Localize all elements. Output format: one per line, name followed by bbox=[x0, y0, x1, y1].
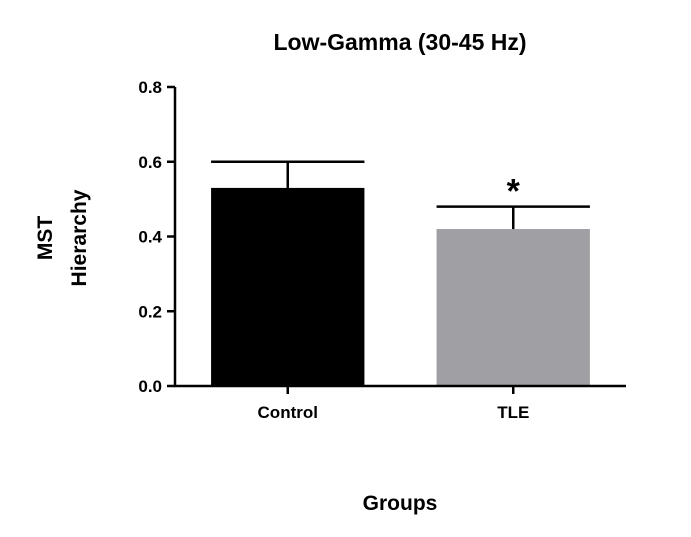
y-axis-title-line-1: MST bbox=[34, 216, 57, 261]
x-tick-label-control: Control bbox=[258, 403, 318, 422]
axes-layer bbox=[167, 85, 626, 394]
y-axis-title-line-2: Hierarchy bbox=[68, 189, 91, 286]
y-tick-label-0.0: 0.0 bbox=[138, 377, 162, 396]
labels-layer: Control TLE * 0.0 0.2 0.4 0.6 0.8 bbox=[138, 78, 529, 422]
y-tick-label-0.6: 0.6 bbox=[138, 153, 162, 172]
x-axis-title: Groups bbox=[363, 492, 438, 515]
bar-control bbox=[211, 187, 365, 386]
y-tick-label-0.8: 0.8 bbox=[138, 78, 162, 97]
y-tick-label-0.2: 0.2 bbox=[138, 302, 162, 321]
bars-layer bbox=[211, 187, 590, 386]
x-tick-label-tle: TLE bbox=[497, 403, 529, 422]
y-tick-label-0.4: 0.4 bbox=[138, 228, 162, 247]
chart-title: Low-Gamma (30-45 Hz) bbox=[273, 29, 526, 55]
error-bars-layer bbox=[211, 160, 590, 230]
y-axis-title: MST Hierarchy bbox=[34, 189, 91, 286]
significance-marker-tle: * bbox=[507, 173, 521, 211]
bar-tle bbox=[436, 229, 590, 386]
